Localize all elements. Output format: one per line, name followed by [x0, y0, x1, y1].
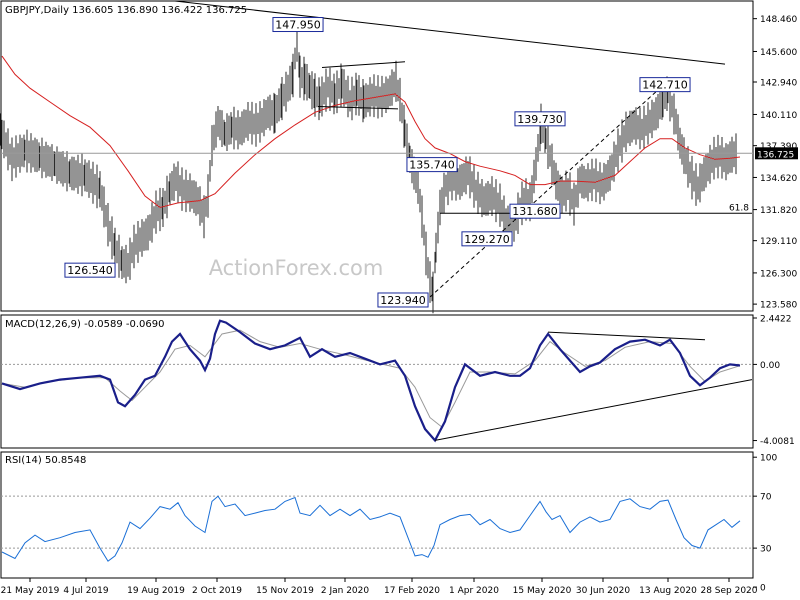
rsi-layer	[1, 495, 753, 562]
x-tick-label: 4 Jul 2019	[63, 586, 108, 596]
price-annotation-label: 126.540	[67, 264, 113, 277]
price-tick-label: 137.390	[760, 142, 797, 152]
price-annotation-label: 131.680	[512, 205, 558, 218]
x-tick-label: 13 Aug 2020	[639, 586, 697, 596]
price-annotation-label: 129.270	[464, 233, 510, 246]
price-tick-label: 123.580	[760, 301, 797, 311]
price-trendline	[317, 106, 399, 110]
price-annotation-box	[639, 77, 691, 93]
price-annotation-box	[377, 292, 429, 308]
price-annotation-box	[406, 157, 458, 173]
axis-layer: 148.460 145.600 142.940 140.110 137.390 134.6…	[1, 15, 798, 596]
price-annotation-box	[64, 262, 116, 278]
moving-average-line	[1, 55, 741, 209]
x-tick-label: 1 Apr 2020	[449, 586, 499, 596]
macd-signal-line	[1, 329, 741, 428]
price-trendline	[174, 0, 726, 65]
macd-tick-label: -4.0081	[760, 437, 795, 447]
price-annotation-box	[272, 17, 324, 33]
rsi-tick-label: 0	[760, 584, 766, 594]
price-annotation-label: 142.710	[642, 79, 688, 92]
price-annotation-label: 135.740	[409, 159, 455, 172]
x-tick-label: 15 May 2020	[513, 586, 572, 596]
macd-line	[1, 319, 741, 443]
rsi-line	[1, 495, 741, 562]
price-trendline	[321, 61, 406, 69]
price-tick-label: 148.460	[760, 15, 797, 25]
x-tick-label: 2 Jan 2020	[321, 586, 369, 596]
price-trendline	[429, 83, 666, 298]
price-tick-label: 134.620	[760, 174, 797, 184]
rsi-tick-label: 30	[760, 545, 772, 555]
price-tick-label: 126.300	[760, 269, 797, 279]
macd-tick-label: 0.00	[760, 361, 780, 371]
macd-trendline	[547, 331, 706, 341]
macd-layer	[1, 319, 753, 443]
price-annotation-box	[461, 231, 513, 247]
x-tick-label: 17 Feb 2020	[384, 586, 440, 596]
macd-label: MACD(12,26,9) -0.0589 -0.0690	[5, 319, 165, 330]
macd-panel-frame	[0, 314, 754, 449]
macd-trendline	[434, 379, 753, 441]
price-annotation-box	[514, 111, 566, 127]
macd-tick-label: 2.4422	[760, 314, 792, 324]
price-tick-label: 131.820	[760, 206, 797, 216]
fib-level-label: 61.8	[729, 203, 749, 213]
x-tick-label: 19 Aug 2019	[127, 586, 185, 596]
price-layer: 61.8 147.950 142.710 139.730 135.740 131.680 1…	[0, 0, 753, 314]
x-tick-label: 28 Sep 2020	[700, 586, 757, 596]
price-header: GBPJPY,Daily 136.605 136.890 136.422 136…	[5, 5, 247, 16]
price-tick-label: 142.940	[760, 78, 797, 88]
x-tick-label: 15 Nov 2019	[256, 586, 314, 596]
last-price-badge	[755, 147, 798, 160]
rsi-tick-label: 100	[760, 454, 777, 464]
x-tick-label: 30 Jun 2020	[576, 586, 630, 596]
rsi-label: RSI(14) 50.8548	[5, 455, 86, 466]
price-annotation-label: 139.730	[517, 113, 563, 126]
last-price-label: 136.725	[757, 150, 794, 160]
price-annotation-label: 147.950	[275, 19, 321, 32]
x-tick-label: 21 May 2019	[1, 586, 60, 596]
price-tick-label: 145.600	[760, 48, 797, 58]
price-tick-label: 140.110	[760, 111, 797, 121]
watermark: ActionForex.com	[209, 256, 384, 280]
rsi-panel-frame	[0, 451, 754, 579]
rsi-tick-label: 70	[760, 493, 772, 503]
x-tick-label: 2 Oct 2019	[192, 586, 242, 596]
price-tick-label: 129.110	[760, 237, 797, 247]
price-annotation-label: 123.940	[380, 294, 426, 307]
price-annotation-box	[509, 203, 561, 219]
